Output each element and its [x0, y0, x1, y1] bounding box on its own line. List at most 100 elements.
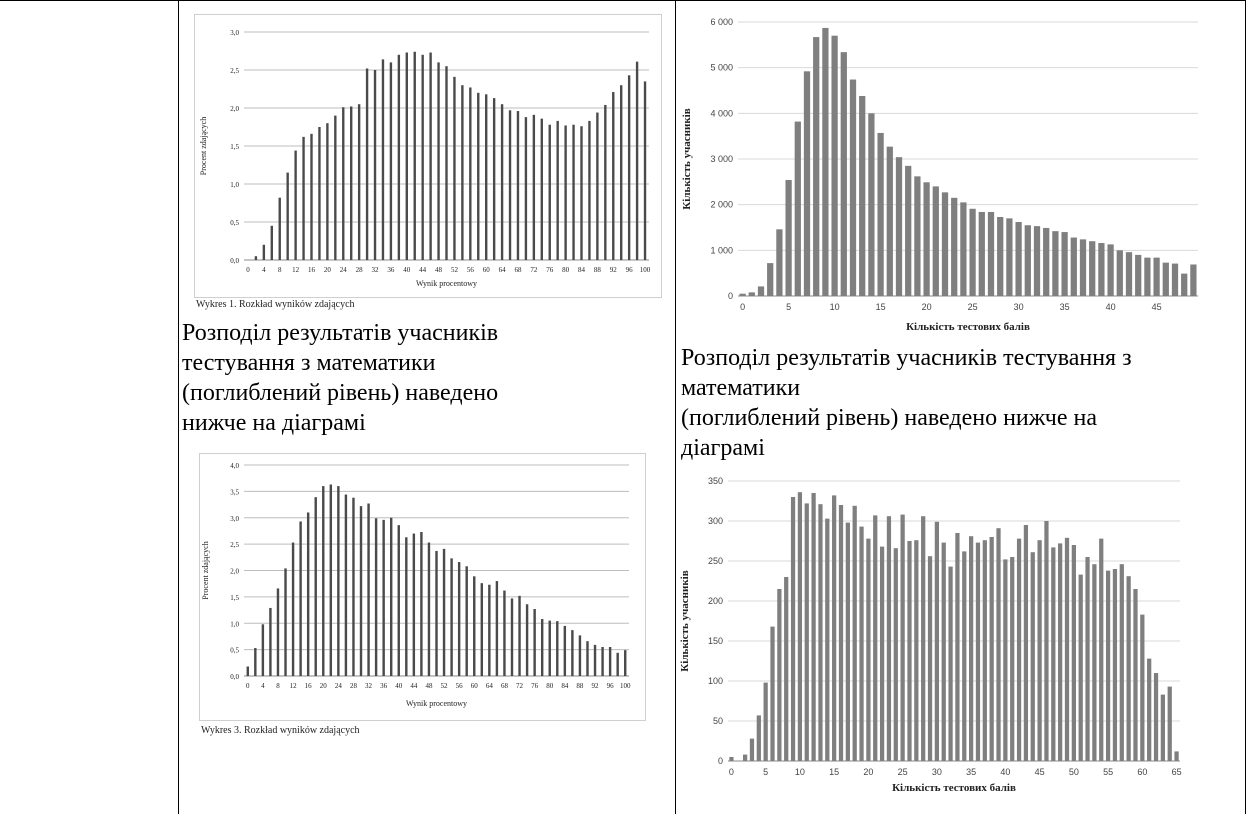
paragraph-right-line-3: (поглиблений рівень) наведено нижче на	[681, 405, 1097, 431]
pl3-x-tick-label: 48	[425, 682, 433, 690]
pl1-bar	[620, 85, 623, 260]
ua2-y-axis-label: Кількість учасників	[679, 570, 691, 671]
ua2-x-tick-label: 20	[863, 767, 873, 777]
pl1-bar	[540, 118, 543, 260]
ua2-bar	[1153, 673, 1159, 761]
pl1-bar	[580, 126, 583, 261]
pl3-y-tick-label: 2,0	[230, 568, 239, 576]
ua2-y-tick-label: 350	[708, 476, 723, 486]
ua2-bar	[777, 589, 782, 761]
paragraph-left-line-2: тестування з математики	[182, 350, 436, 376]
pl3-bar	[299, 521, 302, 676]
ua1-x-tick-label: 10	[830, 302, 840, 312]
ua1-bar	[941, 192, 949, 296]
ua2-bar	[927, 556, 933, 761]
pl3-y-tick-label: 0,5	[230, 647, 239, 655]
pl1-x-tick-label: 100	[640, 266, 651, 274]
ua1-bar	[840, 52, 847, 296]
ua1-x-axis-label: Кількість тестових балів	[906, 321, 1030, 333]
ua1-y-tick-label: 1 000	[710, 245, 733, 255]
pl3-y-tick-label: 1,5	[230, 594, 239, 602]
pl3-bar	[389, 517, 393, 676]
ua2-bar	[804, 503, 809, 761]
ua1-bar	[1116, 250, 1123, 296]
ua1-x-tick-label: 5	[786, 302, 791, 312]
caption-wykres-3: Wykres 3. Rozkład wyników zdających	[201, 725, 360, 736]
ua1-x-tick-label: 40	[1106, 302, 1116, 312]
pl3-bar	[548, 620, 551, 676]
pl1-bar	[532, 114, 536, 260]
pl3-y-tick-label: 3,0	[230, 515, 239, 523]
ua1-y-tick-label: 0	[728, 291, 733, 301]
ua2-bar	[914, 540, 919, 761]
ua1-bar	[1181, 273, 1188, 296]
chart-ua-top-svg: 0 1 000 2 000 3 000 4 000 5 000 6 000 0 5 10 15 20 2…	[681, 17, 1198, 333]
pl1-bar	[318, 127, 321, 260]
pl1-x-tick-label: 20	[324, 266, 332, 274]
ua2-bar	[900, 514, 905, 761]
pl3-bar	[322, 486, 325, 676]
pl1-x-tick-label: 40	[403, 266, 411, 274]
ua2-bar	[852, 505, 857, 761]
ua2-x-tick-label: 45	[1035, 767, 1045, 777]
ua2-y-tick-label: 200	[708, 596, 723, 606]
paragraph-right-line-2: математики	[681, 375, 801, 401]
pl1-x-tick-label: 12	[292, 266, 300, 274]
ua2-bar	[1064, 537, 1070, 761]
ua1-bar	[1098, 243, 1105, 296]
ua1-bar	[1162, 262, 1169, 296]
pl1-x-tick-label: 4	[262, 266, 266, 274]
ua2-x-axis-label: Кількість тестових балів	[892, 782, 1016, 794]
ua2-y-tick-label: 0	[718, 756, 723, 766]
ua2-bar	[934, 521, 940, 761]
pl3-bar	[465, 566, 468, 676]
pl1-x-tick-label: 24	[340, 266, 348, 274]
ua2-bar	[1058, 543, 1063, 761]
pl3-bar	[284, 568, 287, 676]
ua2-bar	[790, 497, 796, 761]
pl3-bar	[246, 666, 249, 676]
ua1-bar	[987, 211, 995, 296]
ua2-y-tick-label: 250	[708, 556, 723, 566]
ua2-bar	[975, 542, 981, 761]
paragraph-right: Розподіл результатів учасників тестуванн…	[681, 343, 1132, 463]
pl3-x-tick-label: 32	[365, 682, 373, 690]
ua2-bar	[825, 518, 830, 761]
pl1-bar	[334, 115, 337, 260]
ua1-bar	[905, 165, 912, 296]
ua1-bar	[757, 286, 765, 296]
pl1-x-tick-label: 16	[308, 266, 316, 274]
ua1-bar	[803, 71, 811, 296]
ua2-x-tick-label: 50	[1069, 767, 1079, 777]
pl1-bar	[588, 120, 591, 260]
pl1-bar	[477, 92, 480, 260]
paragraph-left: Розподіл результатів учасників тестуванн…	[182, 318, 498, 438]
pl1-y-tick-label: 0,5	[230, 219, 239, 227]
ua1-x-tick-label: 25	[968, 302, 978, 312]
pl1-bar	[516, 111, 520, 260]
ua2-bar	[1133, 589, 1138, 761]
pl3-x-tick-label: 4	[261, 682, 265, 690]
pl1-bar	[437, 62, 440, 261]
chart-wykres-1: 0,0 0,5 1,0 1,5 2,0 2,5 3,0 0 4 8 12 16 20 24 28 32 36 40…	[194, 14, 660, 296]
ua1-bar	[739, 293, 746, 296]
table-column-divider-2	[675, 0, 676, 814]
ua1-y-tick-label: 6 000	[710, 17, 733, 27]
ua2-bar	[729, 757, 734, 761]
ua2-bar	[921, 516, 926, 761]
ua2-y-tick-label: 150	[708, 636, 723, 646]
pl3-bar	[586, 641, 589, 676]
pl3-bar	[420, 531, 423, 676]
pl1-x-tick-label: 80	[562, 266, 570, 274]
pl3-bar	[374, 518, 378, 676]
ua1-bar	[868, 113, 875, 296]
ua2-bar	[873, 515, 878, 761]
pl1-bar	[381, 59, 385, 260]
ua1-bar	[776, 229, 783, 296]
pl3-x-tick-label: 20	[320, 682, 328, 690]
ua1-bar	[951, 197, 958, 296]
pl3-bar	[344, 494, 348, 676]
pl3-bar	[442, 548, 446, 676]
ua1-x-tick-label: 35	[1060, 302, 1070, 312]
ua2-bar	[1147, 658, 1152, 761]
